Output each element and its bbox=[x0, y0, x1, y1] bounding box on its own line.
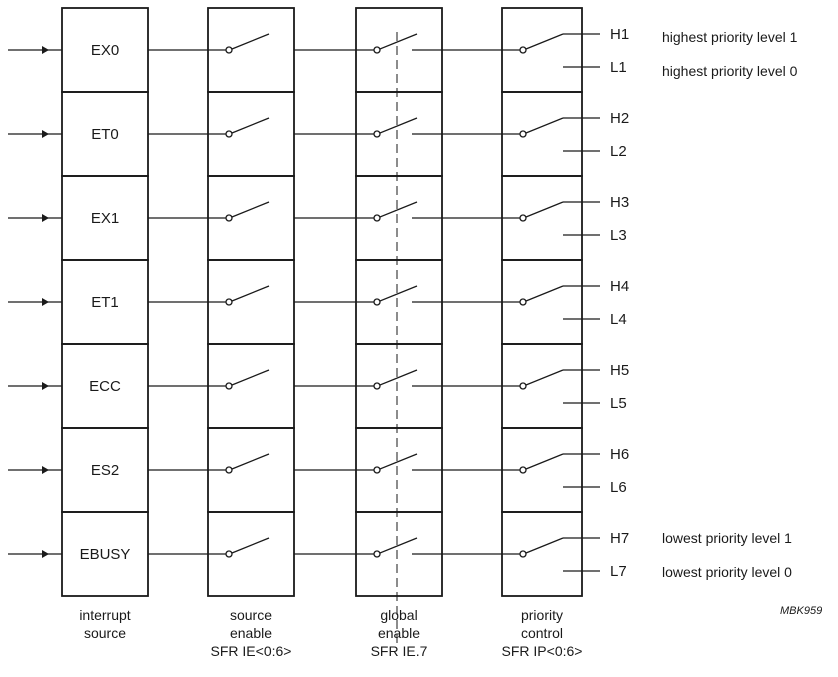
priority-switch-contact-5 bbox=[519, 466, 527, 474]
source-enable-switch-lever-5 bbox=[231, 453, 270, 470]
priority-switch-contact-3 bbox=[519, 298, 527, 306]
priority-control-caption-0: priority bbox=[521, 607, 563, 623]
note-highest-level-0: highest priority level 0 bbox=[662, 63, 798, 79]
note-lowest-level-1: lowest priority level 1 bbox=[662, 530, 792, 546]
column-captions: interrupt source source enable SFR IE<0:6> gl… bbox=[79, 607, 582, 659]
note-lowest-level-0: lowest priority level 0 bbox=[662, 564, 792, 580]
input-arrow-icon-2 bbox=[42, 214, 49, 222]
global-enable-switch-contact-6 bbox=[373, 550, 381, 558]
source-enable-switch-contact-0 bbox=[225, 46, 233, 54]
global-enable-switch-lever-6 bbox=[379, 537, 418, 554]
interrupt-source-cell-6 bbox=[61, 511, 149, 597]
global-enable-switch-contact-5 bbox=[373, 466, 381, 474]
priority-high-label-5: H6 bbox=[610, 446, 629, 463]
column-boxes bbox=[61, 7, 583, 597]
priority-high-label-2: H3 bbox=[610, 194, 629, 211]
priority-high-label-0: H1 bbox=[610, 26, 629, 43]
input-arrow-icon-4 bbox=[42, 382, 49, 390]
interrupt-source-label-2: EX1 bbox=[91, 210, 119, 227]
interrupt-source-caption-1: source bbox=[84, 625, 126, 641]
global-enable-caption-1: enable bbox=[378, 625, 420, 641]
priority-switch-lever-3 bbox=[525, 285, 564, 302]
priority-switch-contact-2 bbox=[519, 214, 527, 222]
source-enable-caption-2: SFR IE<0:6> bbox=[211, 643, 292, 659]
priority-low-label-5: L6 bbox=[610, 479, 627, 496]
figure-reference: MBK959 bbox=[780, 605, 822, 617]
global-enable-switch-lever-4 bbox=[379, 369, 418, 386]
global-enable-switch-contact-3 bbox=[373, 298, 381, 306]
priority-switch-lever-2 bbox=[525, 201, 564, 218]
global-enable-switch-lever-3 bbox=[379, 285, 418, 302]
priority-low-label-4: L5 bbox=[610, 395, 627, 412]
priority-switch-lever-1 bbox=[525, 117, 564, 134]
source-enable-switch-contact-4 bbox=[225, 382, 233, 390]
global-enable-switch-lever-0 bbox=[379, 33, 418, 50]
source-enable-switch-lever-2 bbox=[231, 201, 270, 218]
source-enable-switch-contact-1 bbox=[225, 130, 233, 138]
priority-low-label-2: L3 bbox=[610, 227, 627, 244]
row-layer: EX0 H1 L1 ET0 H2 L2 EX1 H3 L3 ET1 H4 L4 ECC H5 L5 ES2 H6… bbox=[8, 26, 629, 580]
priority-control-caption-2: SFR IP<0:6> bbox=[502, 643, 583, 659]
priority-switch-lever-5 bbox=[525, 453, 564, 470]
interrupt-source-label-3: ET1 bbox=[91, 294, 119, 311]
source-enable-switch-lever-1 bbox=[231, 117, 270, 134]
global-enable-cell-6 bbox=[355, 511, 443, 597]
global-enable-switch-lever-5 bbox=[379, 453, 418, 470]
interrupt-source-label-4: ECC bbox=[89, 378, 121, 395]
priority-notes: highest priority level 1 highest priorit… bbox=[662, 29, 822, 617]
source-enable-caption-1: enable bbox=[230, 625, 272, 641]
source-enable-switch-contact-6 bbox=[225, 550, 233, 558]
priority-high-label-1: H2 bbox=[610, 110, 629, 127]
priority-control-cell-6 bbox=[501, 511, 583, 597]
input-arrow-icon-3 bbox=[42, 298, 49, 306]
priority-high-label-4: H5 bbox=[610, 362, 629, 379]
priority-low-label-6: L7 bbox=[610, 563, 627, 580]
source-enable-caption-0: source bbox=[230, 607, 272, 623]
priority-switch-contact-6 bbox=[519, 550, 527, 558]
interrupt-source-label-0: EX0 bbox=[91, 42, 119, 59]
global-enable-caption-0: global bbox=[380, 607, 417, 623]
interrupt-source-label-5: ES2 bbox=[91, 462, 119, 479]
input-arrow-icon-1 bbox=[42, 130, 49, 138]
priority-control-caption-1: control bbox=[521, 625, 563, 641]
priority-switch-contact-4 bbox=[519, 382, 527, 390]
priority-low-label-0: L1 bbox=[610, 59, 627, 76]
global-enable-switch-contact-4 bbox=[373, 382, 381, 390]
global-enable-switch-contact-1 bbox=[373, 130, 381, 138]
input-arrow-icon-6 bbox=[42, 550, 49, 558]
source-enable-switch-contact-5 bbox=[225, 466, 233, 474]
source-enable-switch-contact-3 bbox=[225, 298, 233, 306]
priority-switch-lever-0 bbox=[525, 33, 564, 50]
source-enable-cell-6 bbox=[207, 511, 295, 597]
input-arrow-icon-5 bbox=[42, 466, 49, 474]
global-enable-switch-lever-2 bbox=[379, 201, 418, 218]
source-enable-switch-contact-2 bbox=[225, 214, 233, 222]
interrupt-source-caption-0: interrupt bbox=[79, 607, 130, 623]
global-enable-switch-lever-1 bbox=[379, 117, 418, 134]
global-enable-switch-contact-0 bbox=[373, 46, 381, 54]
priority-switch-lever-4 bbox=[525, 369, 564, 386]
priority-low-label-1: L2 bbox=[610, 143, 627, 160]
priority-switch-lever-6 bbox=[525, 537, 564, 554]
input-arrow-icon-0 bbox=[42, 46, 49, 54]
global-enable-caption-2: SFR IE.7 bbox=[371, 643, 428, 659]
interrupt-source-label-6: EBUSY bbox=[80, 546, 131, 563]
source-enable-switch-lever-4 bbox=[231, 369, 270, 386]
priority-high-label-6: H7 bbox=[610, 530, 629, 547]
priority-low-label-3: L4 bbox=[610, 311, 627, 328]
source-enable-switch-lever-3 bbox=[231, 285, 270, 302]
note-highest-level-1: highest priority level 1 bbox=[662, 29, 798, 45]
priority-switch-contact-1 bbox=[519, 130, 527, 138]
interrupt-source-label-1: ET0 bbox=[91, 126, 119, 143]
source-enable-switch-lever-6 bbox=[231, 537, 270, 554]
priority-high-label-3: H4 bbox=[610, 278, 629, 295]
priority-switch-contact-0 bbox=[519, 46, 527, 54]
global-enable-switch-contact-2 bbox=[373, 214, 381, 222]
source-enable-switch-lever-0 bbox=[231, 33, 270, 50]
